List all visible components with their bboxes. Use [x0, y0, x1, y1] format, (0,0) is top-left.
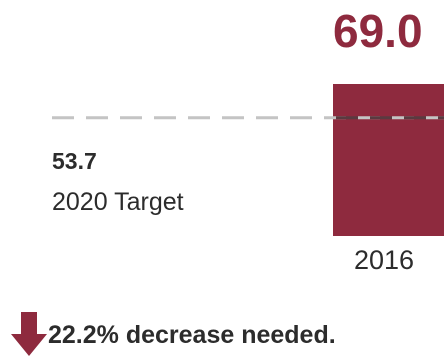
target-value-label: 53.7	[52, 148, 97, 174]
target-label: 2020 Target	[52, 188, 184, 216]
arrow-down-icon	[11, 312, 47, 356]
bars-layer	[333, 84, 444, 236]
decrease-note-text: 22.2% decrease needed.	[48, 320, 336, 349]
decrease-note: 22.2% decrease needed.	[10, 310, 336, 360]
bar-value-label: 69.0	[333, 5, 423, 57]
x-tick-label: 2016	[354, 245, 415, 275]
bar-2016	[333, 84, 444, 236]
